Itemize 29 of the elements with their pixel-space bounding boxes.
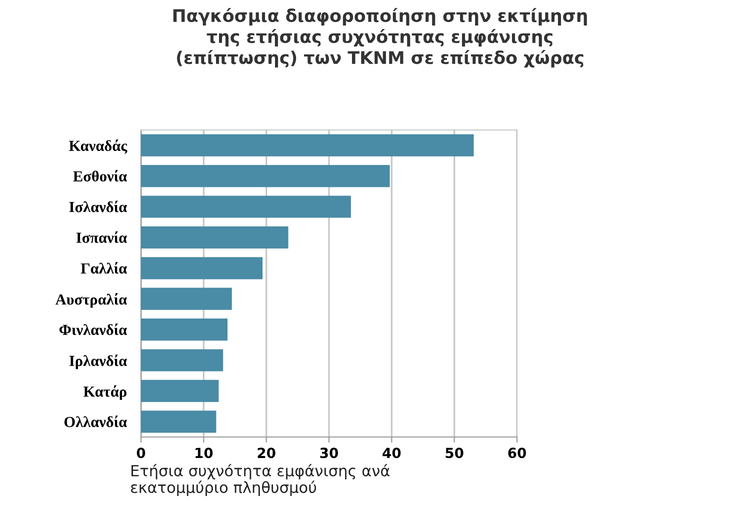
- x-tick-label: 50: [446, 448, 464, 458]
- bar: [141, 410, 216, 433]
- bar: [141, 288, 232, 310]
- y-tick-label: Ισπανία: [76, 231, 127, 243]
- x-tick-label: 60: [508, 448, 526, 458]
- y-tick-label: Κατάρ: [84, 385, 126, 400]
- y-tick-label: Εσθονία: [73, 170, 127, 182]
- x-tick-label: 40: [382, 448, 401, 458]
- bar: [141, 134, 474, 156]
- y-tick-label: Ιρλανδία: [69, 354, 127, 370]
- y-tick-label: Γαλλία: [80, 262, 127, 274]
- bar: [141, 349, 224, 372]
- y-tick-label: Αυστραλία: [55, 293, 127, 308]
- x-tick-label: 10: [196, 448, 213, 458]
- bar: [141, 380, 219, 402]
- x-axis-title: Ετήσια συχνότητα εμφάνισης ανά εκατομμύριο πληθυσμού: [130, 464, 390, 496]
- chart-title: Παγκόσμια διαφοροποίηση στην εκτίμηση της ετήσιας συχνότητας εμφάνισης (επίπτωσης) των ΤΚΝΜ σε επίπεδο χώρας: [173, 8, 587, 68]
- y-tick-label: Ολλανδία: [64, 416, 127, 428]
- x-tick-label: 20: [258, 448, 276, 458]
- y-tick-label: Ισλανδία: [69, 200, 127, 212]
- bar: [141, 257, 263, 280]
- y-tick-label: Φινλανδία: [59, 323, 127, 336]
- bar: [141, 196, 351, 218]
- bar: [141, 318, 228, 341]
- y-tick-label: Καναδάς: [68, 140, 128, 154]
- x-tick-label: 0: [136, 448, 146, 458]
- bar: [141, 226, 288, 248]
- x-tick-label: 30: [320, 448, 338, 458]
- bar: [141, 165, 390, 188]
